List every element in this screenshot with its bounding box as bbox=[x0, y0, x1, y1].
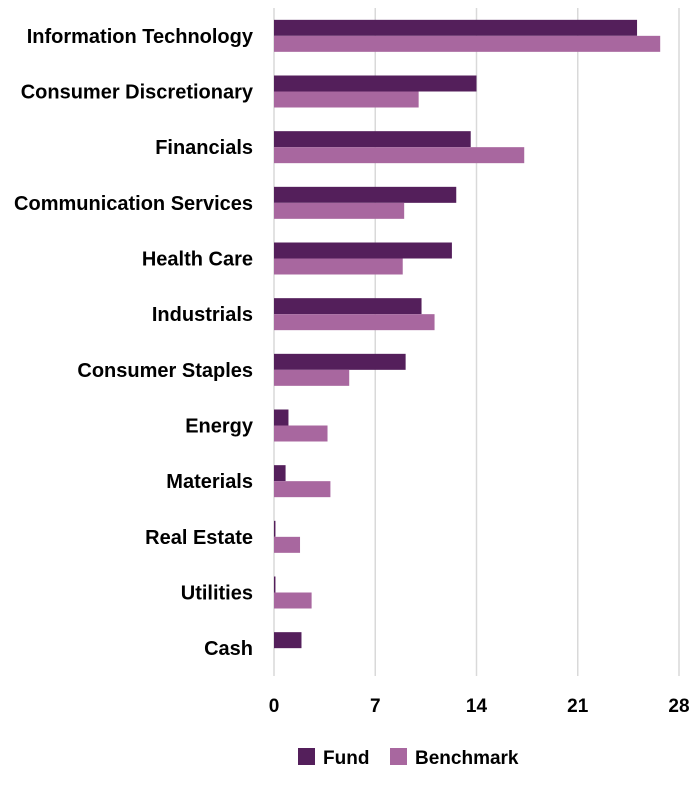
category-label: Industrials bbox=[152, 304, 253, 326]
bar-benchmark-2 bbox=[274, 147, 525, 164]
category-label: Health Care bbox=[142, 249, 253, 271]
bar-benchmark-9 bbox=[274, 536, 301, 553]
category-labels: Information Technology Consumer Discretio… bbox=[14, 26, 254, 660]
bar-benchmark-5 bbox=[274, 314, 435, 331]
legend: Fund Benchmark bbox=[298, 748, 519, 769]
bar-fund-4 bbox=[274, 242, 452, 259]
legend-label-benchmark: Benchmark bbox=[415, 748, 519, 769]
bar-fund-0 bbox=[274, 19, 638, 36]
bar-fund-7 bbox=[274, 409, 289, 426]
bar-fund-9 bbox=[274, 520, 276, 537]
category-label: Information Technology bbox=[27, 26, 254, 48]
bar-fund-10 bbox=[274, 576, 276, 593]
x-tick-label: 28 bbox=[668, 696, 689, 717]
bar-benchmark-1 bbox=[274, 91, 419, 108]
category-label: Communication Services bbox=[14, 193, 253, 215]
bar-benchmark-0 bbox=[274, 35, 661, 52]
category-label: Consumer Discretionary bbox=[21, 82, 254, 104]
bar-benchmark-6 bbox=[274, 369, 350, 386]
bar-fund-1 bbox=[274, 75, 477, 92]
bar-fund-3 bbox=[274, 186, 457, 203]
bar-fund-8 bbox=[274, 465, 286, 482]
bar-benchmark-10 bbox=[274, 592, 312, 609]
legend-swatch-benchmark bbox=[390, 748, 407, 765]
x-tick-label: 7 bbox=[370, 696, 381, 717]
x-axis-tick-labels: 0 7 14 21 28 bbox=[269, 696, 690, 717]
gridlines bbox=[273, 8, 680, 676]
bar-benchmark-3 bbox=[274, 202, 405, 219]
category-label: Materials bbox=[166, 471, 253, 493]
category-label: Energy bbox=[185, 416, 254, 438]
bar-benchmark-7 bbox=[274, 425, 328, 442]
bar-fund-11 bbox=[274, 632, 302, 649]
bar-fund-2 bbox=[274, 131, 471, 148]
bar-benchmark-8 bbox=[274, 481, 331, 498]
x-tick-label: 0 bbox=[269, 696, 280, 717]
category-label: Financials bbox=[155, 137, 253, 159]
category-label: Cash bbox=[204, 638, 253, 660]
legend-swatch-fund bbox=[298, 748, 315, 765]
bars bbox=[274, 19, 661, 649]
category-label: Utilities bbox=[181, 583, 253, 605]
x-tick-label: 14 bbox=[466, 696, 488, 717]
category-label: Real Estate bbox=[145, 527, 253, 549]
bar-fund-5 bbox=[274, 298, 422, 315]
bar-fund-6 bbox=[274, 353, 406, 370]
bar-benchmark-4 bbox=[274, 258, 403, 275]
legend-label-fund: Fund bbox=[323, 748, 369, 769]
x-tick-label: 21 bbox=[567, 696, 589, 717]
category-label: Consumer Staples bbox=[77, 360, 253, 382]
